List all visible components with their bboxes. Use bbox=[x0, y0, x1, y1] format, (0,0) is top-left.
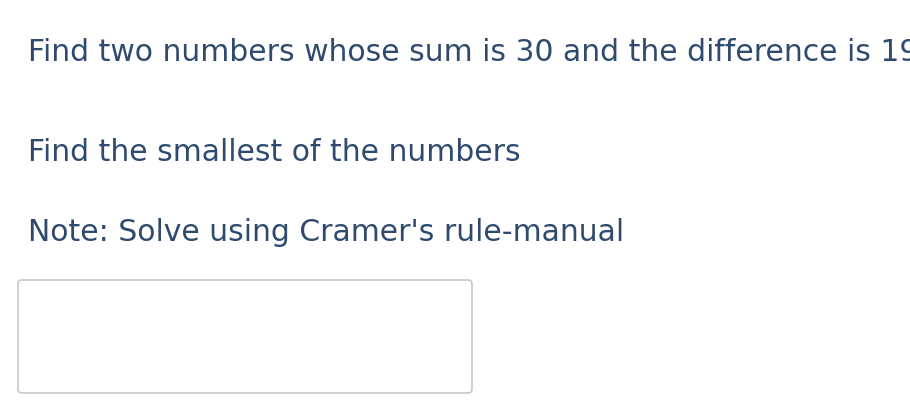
Text: Find the smallest of the numbers: Find the smallest of the numbers bbox=[28, 138, 521, 166]
Text: Find two numbers whose sum is 30 and the difference is 19: Find two numbers whose sum is 30 and the… bbox=[28, 38, 910, 67]
Text: Note: Solve using Cramer's rule-manual: Note: Solve using Cramer's rule-manual bbox=[28, 217, 624, 246]
FancyBboxPatch shape bbox=[18, 280, 472, 393]
